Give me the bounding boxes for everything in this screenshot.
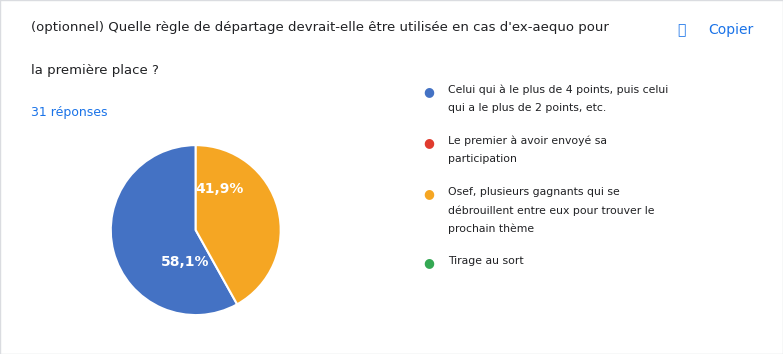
Text: ●: ● (423, 256, 434, 269)
Text: Celui qui à le plus de 4 points, puis celui: Celui qui à le plus de 4 points, puis ce… (448, 85, 668, 96)
Text: 41,9%: 41,9% (195, 182, 244, 196)
Wedge shape (110, 145, 237, 315)
Text: qui a le plus de 2 points, etc.: qui a le plus de 2 points, etc. (448, 103, 606, 113)
Text: Copier: Copier (709, 23, 754, 37)
Text: participation: participation (448, 154, 517, 164)
Text: 31 réponses: 31 réponses (31, 106, 108, 119)
Text: Osef, plusieurs gagnants qui se: Osef, plusieurs gagnants qui se (448, 187, 619, 197)
Wedge shape (196, 145, 281, 304)
Text: Tirage au sort: Tirage au sort (448, 256, 524, 266)
Text: prochain thème: prochain thème (448, 224, 534, 234)
Text: 58,1%: 58,1% (161, 255, 210, 269)
Text: ●: ● (423, 187, 434, 200)
Text: (optionnel) Quelle règle de départage devrait-elle être utilisée en cas d'ex-aeq: (optionnel) Quelle règle de départage de… (31, 21, 609, 34)
Text: ●: ● (423, 136, 434, 149)
Text: 📋: 📋 (677, 23, 686, 37)
Text: Le premier à avoir envoyé sa: Le premier à avoir envoyé sa (448, 136, 607, 147)
Text: la première place ?: la première place ? (31, 64, 159, 77)
Text: débrouillent entre eux pour trouver le: débrouillent entre eux pour trouver le (448, 205, 655, 216)
Text: ●: ● (423, 85, 434, 98)
